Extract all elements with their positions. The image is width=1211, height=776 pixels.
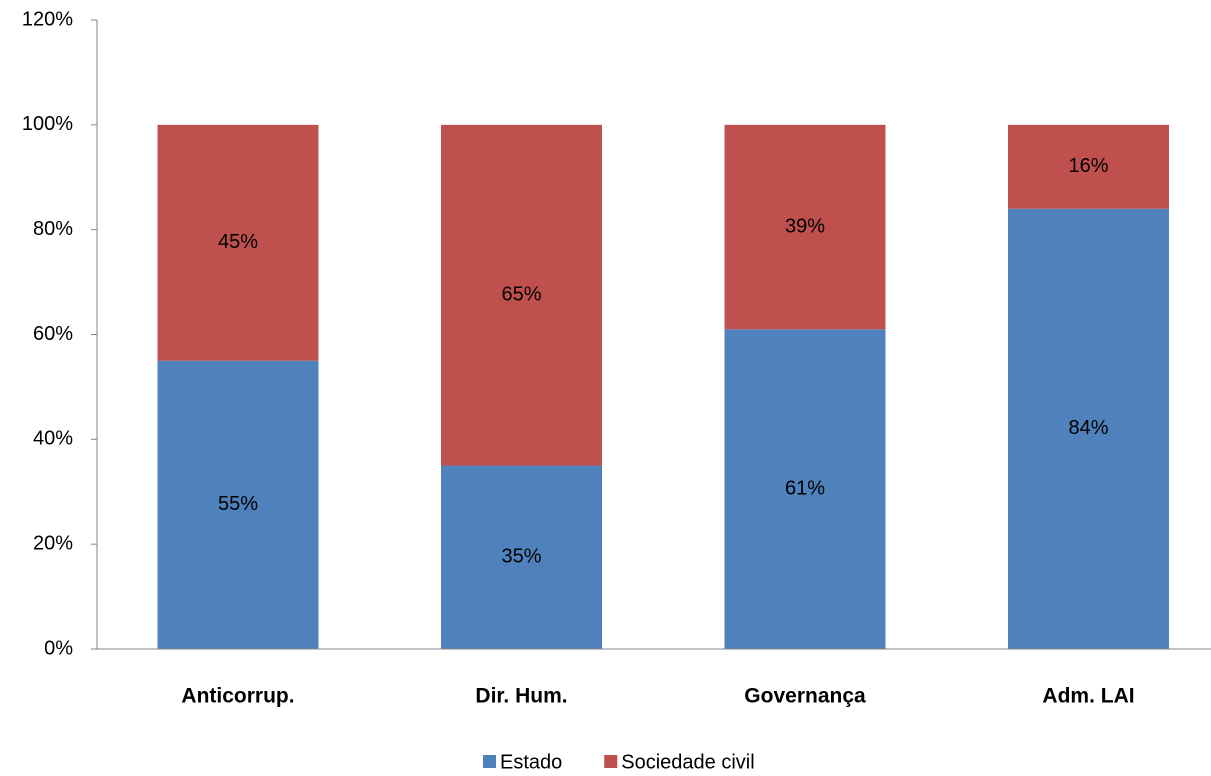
data-label: 35%	[501, 546, 541, 568]
y-tick-label: 120%	[22, 8, 73, 30]
y-tick-label: 40%	[33, 428, 73, 450]
data-label: 16%	[1068, 155, 1108, 177]
data-label: 55%	[218, 493, 258, 515]
legend-swatch	[483, 755, 496, 768]
y-tick-label: 80%	[33, 218, 73, 240]
bar-segment	[157, 124, 319, 361]
data-label: 65%	[501, 283, 541, 305]
bar-segment	[441, 465, 602, 649]
bar-segment	[441, 124, 602, 466]
x-tick-label: Adm. LAI	[1042, 685, 1134, 708]
data-label: 61%	[785, 477, 825, 499]
bar-segment	[1008, 208, 1169, 649]
bar-segment	[1008, 124, 1169, 209]
x-tick-label: Governança	[744, 685, 866, 708]
legend-label: Estado	[500, 751, 562, 773]
data-label: 45%	[218, 231, 258, 253]
x-tick-label: Dir. Hum.	[475, 685, 567, 708]
legend-swatch	[604, 755, 618, 768]
bar-segment	[724, 329, 886, 649]
data-label: 84%	[1068, 417, 1108, 439]
bar-segment	[157, 360, 319, 649]
y-tick-label: 100%	[22, 113, 73, 135]
y-tick-label: 0%	[44, 637, 73, 659]
data-label: 39%	[785, 215, 825, 237]
x-tick-label: Anticorrup.	[181, 685, 294, 708]
y-tick-label: 20%	[33, 532, 73, 554]
y-tick-label: 60%	[33, 323, 73, 345]
legend-label: Sociedade civil	[621, 751, 754, 773]
bar-segment	[724, 124, 886, 330]
